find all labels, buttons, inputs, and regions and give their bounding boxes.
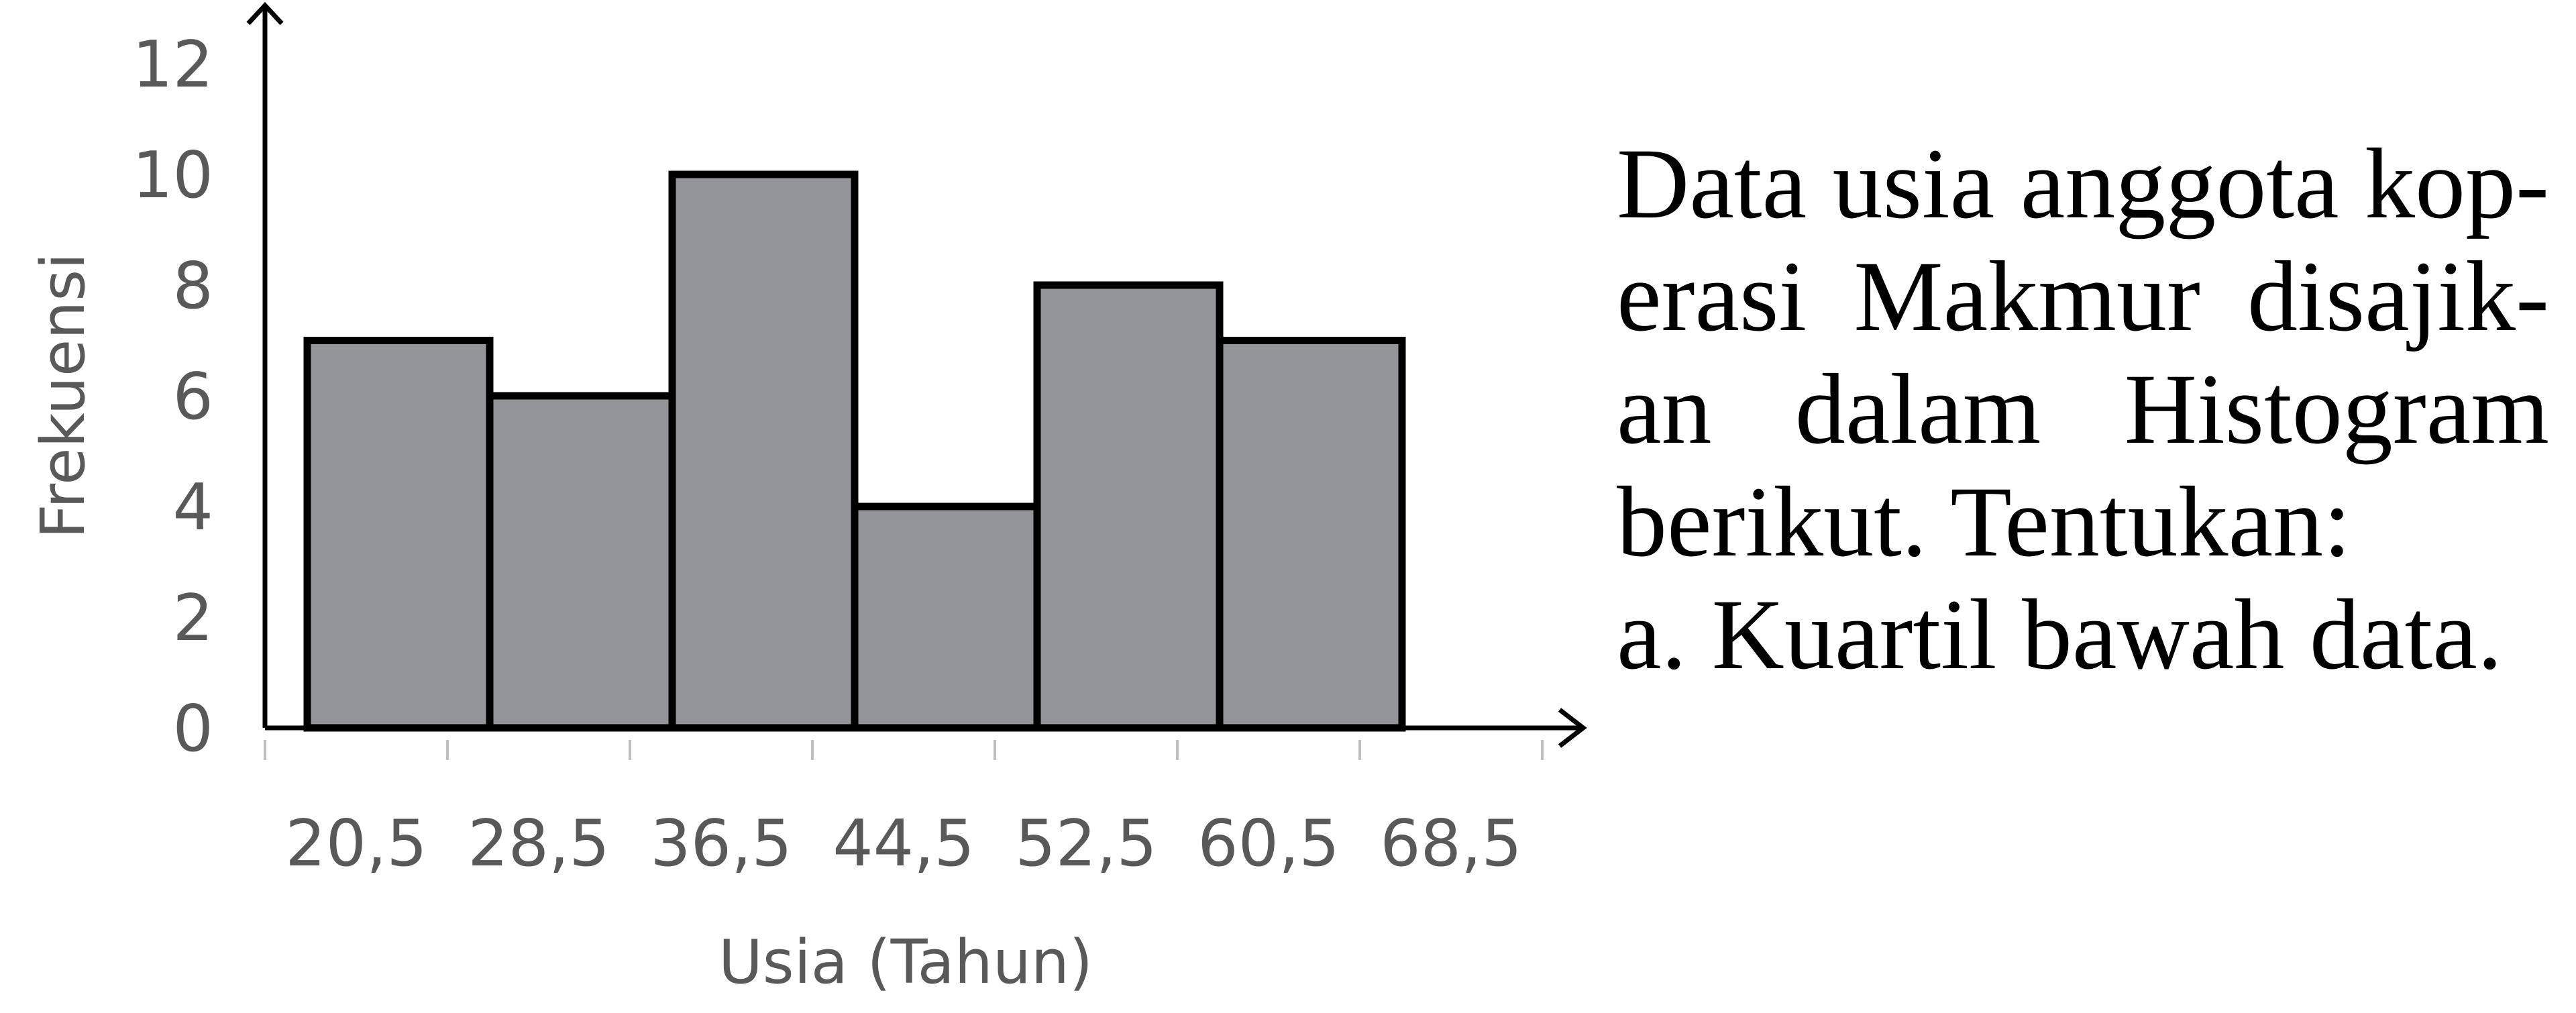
- y-tick-label: 6: [173, 360, 213, 434]
- x-tick-label: 36,5: [650, 807, 792, 881]
- x-axis-arrowhead: [1558, 708, 1587, 748]
- histogram-bar: [303, 337, 494, 732]
- axes-group: [246, 1, 1587, 748]
- x-tick-label: 68,5: [1380, 807, 1522, 881]
- problem-line-3: an dalam Histogram: [1617, 354, 2549, 465]
- y-tick-label: 0: [173, 692, 213, 766]
- histogram-bar: [668, 170, 859, 732]
- y-tick-label: 8: [173, 250, 213, 323]
- problem-line-4: berikut. Tentukan:: [1617, 466, 2351, 578]
- y-tick-label: 10: [132, 139, 213, 213]
- y-tick-label: 12: [132, 28, 213, 102]
- y-axis-arrowhead: [246, 1, 284, 25]
- x-tick-label: 52,5: [1015, 807, 1157, 881]
- bars-group: [303, 170, 1406, 732]
- x-tick-label: 44,5: [833, 807, 975, 881]
- problem-line-5: a. Kuartil bawah data.: [1617, 579, 2503, 690]
- x-axis-title: Usia (Tahun): [718, 927, 1093, 998]
- y-tick-label: 4: [173, 471, 213, 545]
- x-tick-marks: [264, 740, 1544, 760]
- x-tick-label: 20,5: [285, 807, 427, 881]
- problem-line-2: erasi Makmur disajik-: [1617, 241, 2549, 352]
- x-tick-labels: 20,5 28,5 36,5 44,5 52,5 60,5 68,5: [285, 807, 1522, 881]
- histogram-bar: [1216, 337, 1406, 732]
- y-axis-title: Frekuensi: [28, 253, 99, 539]
- y-tick-label: 2: [173, 582, 213, 655]
- histogram-bar: [486, 392, 676, 732]
- problem-statement: Data usia anggota kop- erasi Makmur disa…: [1617, 127, 2549, 691]
- problem-line-1: Data usia anggota kop-: [1617, 128, 2549, 239]
- x-tick-label: 60,5: [1197, 807, 1340, 881]
- histogram-bar: [1033, 281, 1224, 732]
- x-tick-label: 28,5: [468, 807, 610, 881]
- histogram-bar: [851, 502, 1041, 732]
- y-tick-labels: 0 2 4 6 8 10 12: [132, 28, 213, 766]
